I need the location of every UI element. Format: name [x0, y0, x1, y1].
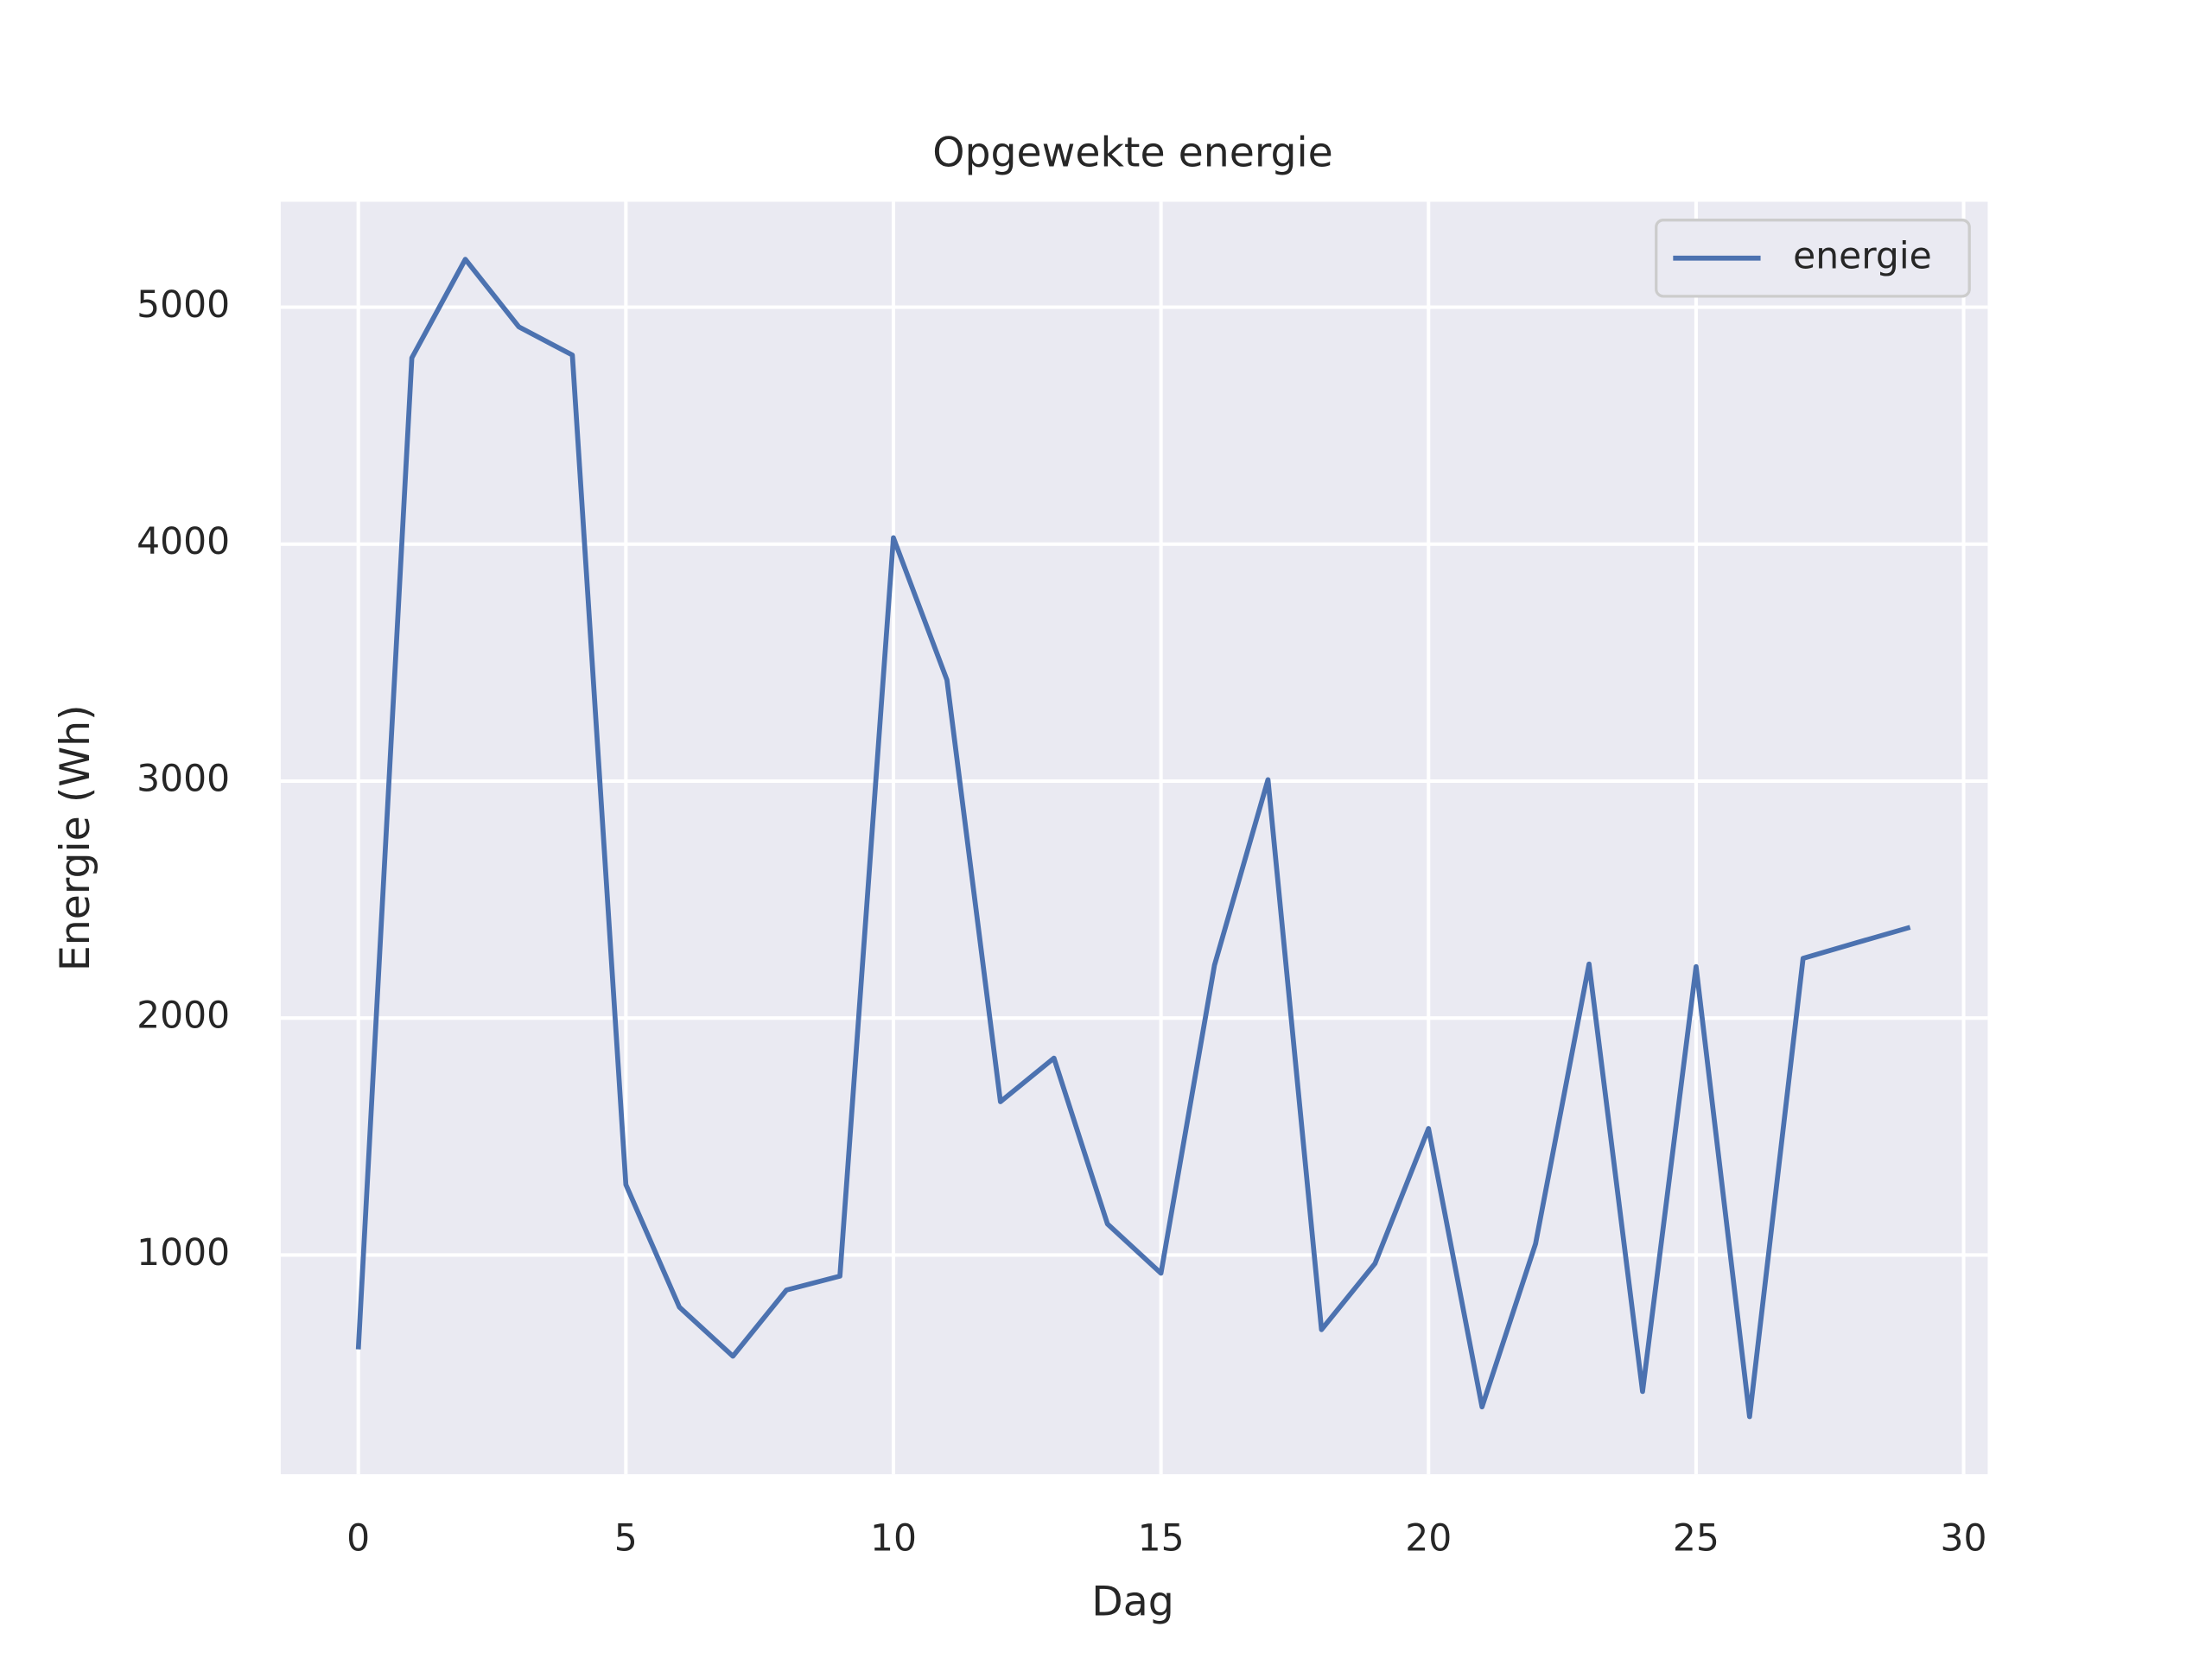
data-line	[355, 257, 1911, 1420]
y-tick-label: 3000	[137, 758, 230, 800]
y-tick-label: 1000	[137, 1232, 230, 1274]
x-tick-label: 5	[614, 1517, 638, 1560]
chart-title: Opgewekte energie	[932, 130, 1333, 177]
legend-label: energie	[1793, 235, 1932, 277]
x-tick-label: 25	[1673, 1517, 1719, 1560]
x-tick-label: 0	[346, 1517, 370, 1560]
legend-box	[1655, 219, 1971, 298]
x-axis-label: Dag	[1091, 1578, 1174, 1625]
x-tick-label: 30	[1941, 1517, 1987, 1560]
y-axis-label: Energie (Wh)	[52, 704, 99, 971]
y-tick-label: 2000	[137, 995, 230, 1038]
x-tick-label: 10	[870, 1517, 917, 1560]
plot-area	[280, 201, 1988, 1475]
y-tick-label: 4000	[137, 521, 230, 563]
x-tick-label: 15	[1138, 1517, 1185, 1560]
y-tick-label: 5000	[137, 284, 230, 327]
x-tick-label: 20	[1405, 1517, 1452, 1560]
